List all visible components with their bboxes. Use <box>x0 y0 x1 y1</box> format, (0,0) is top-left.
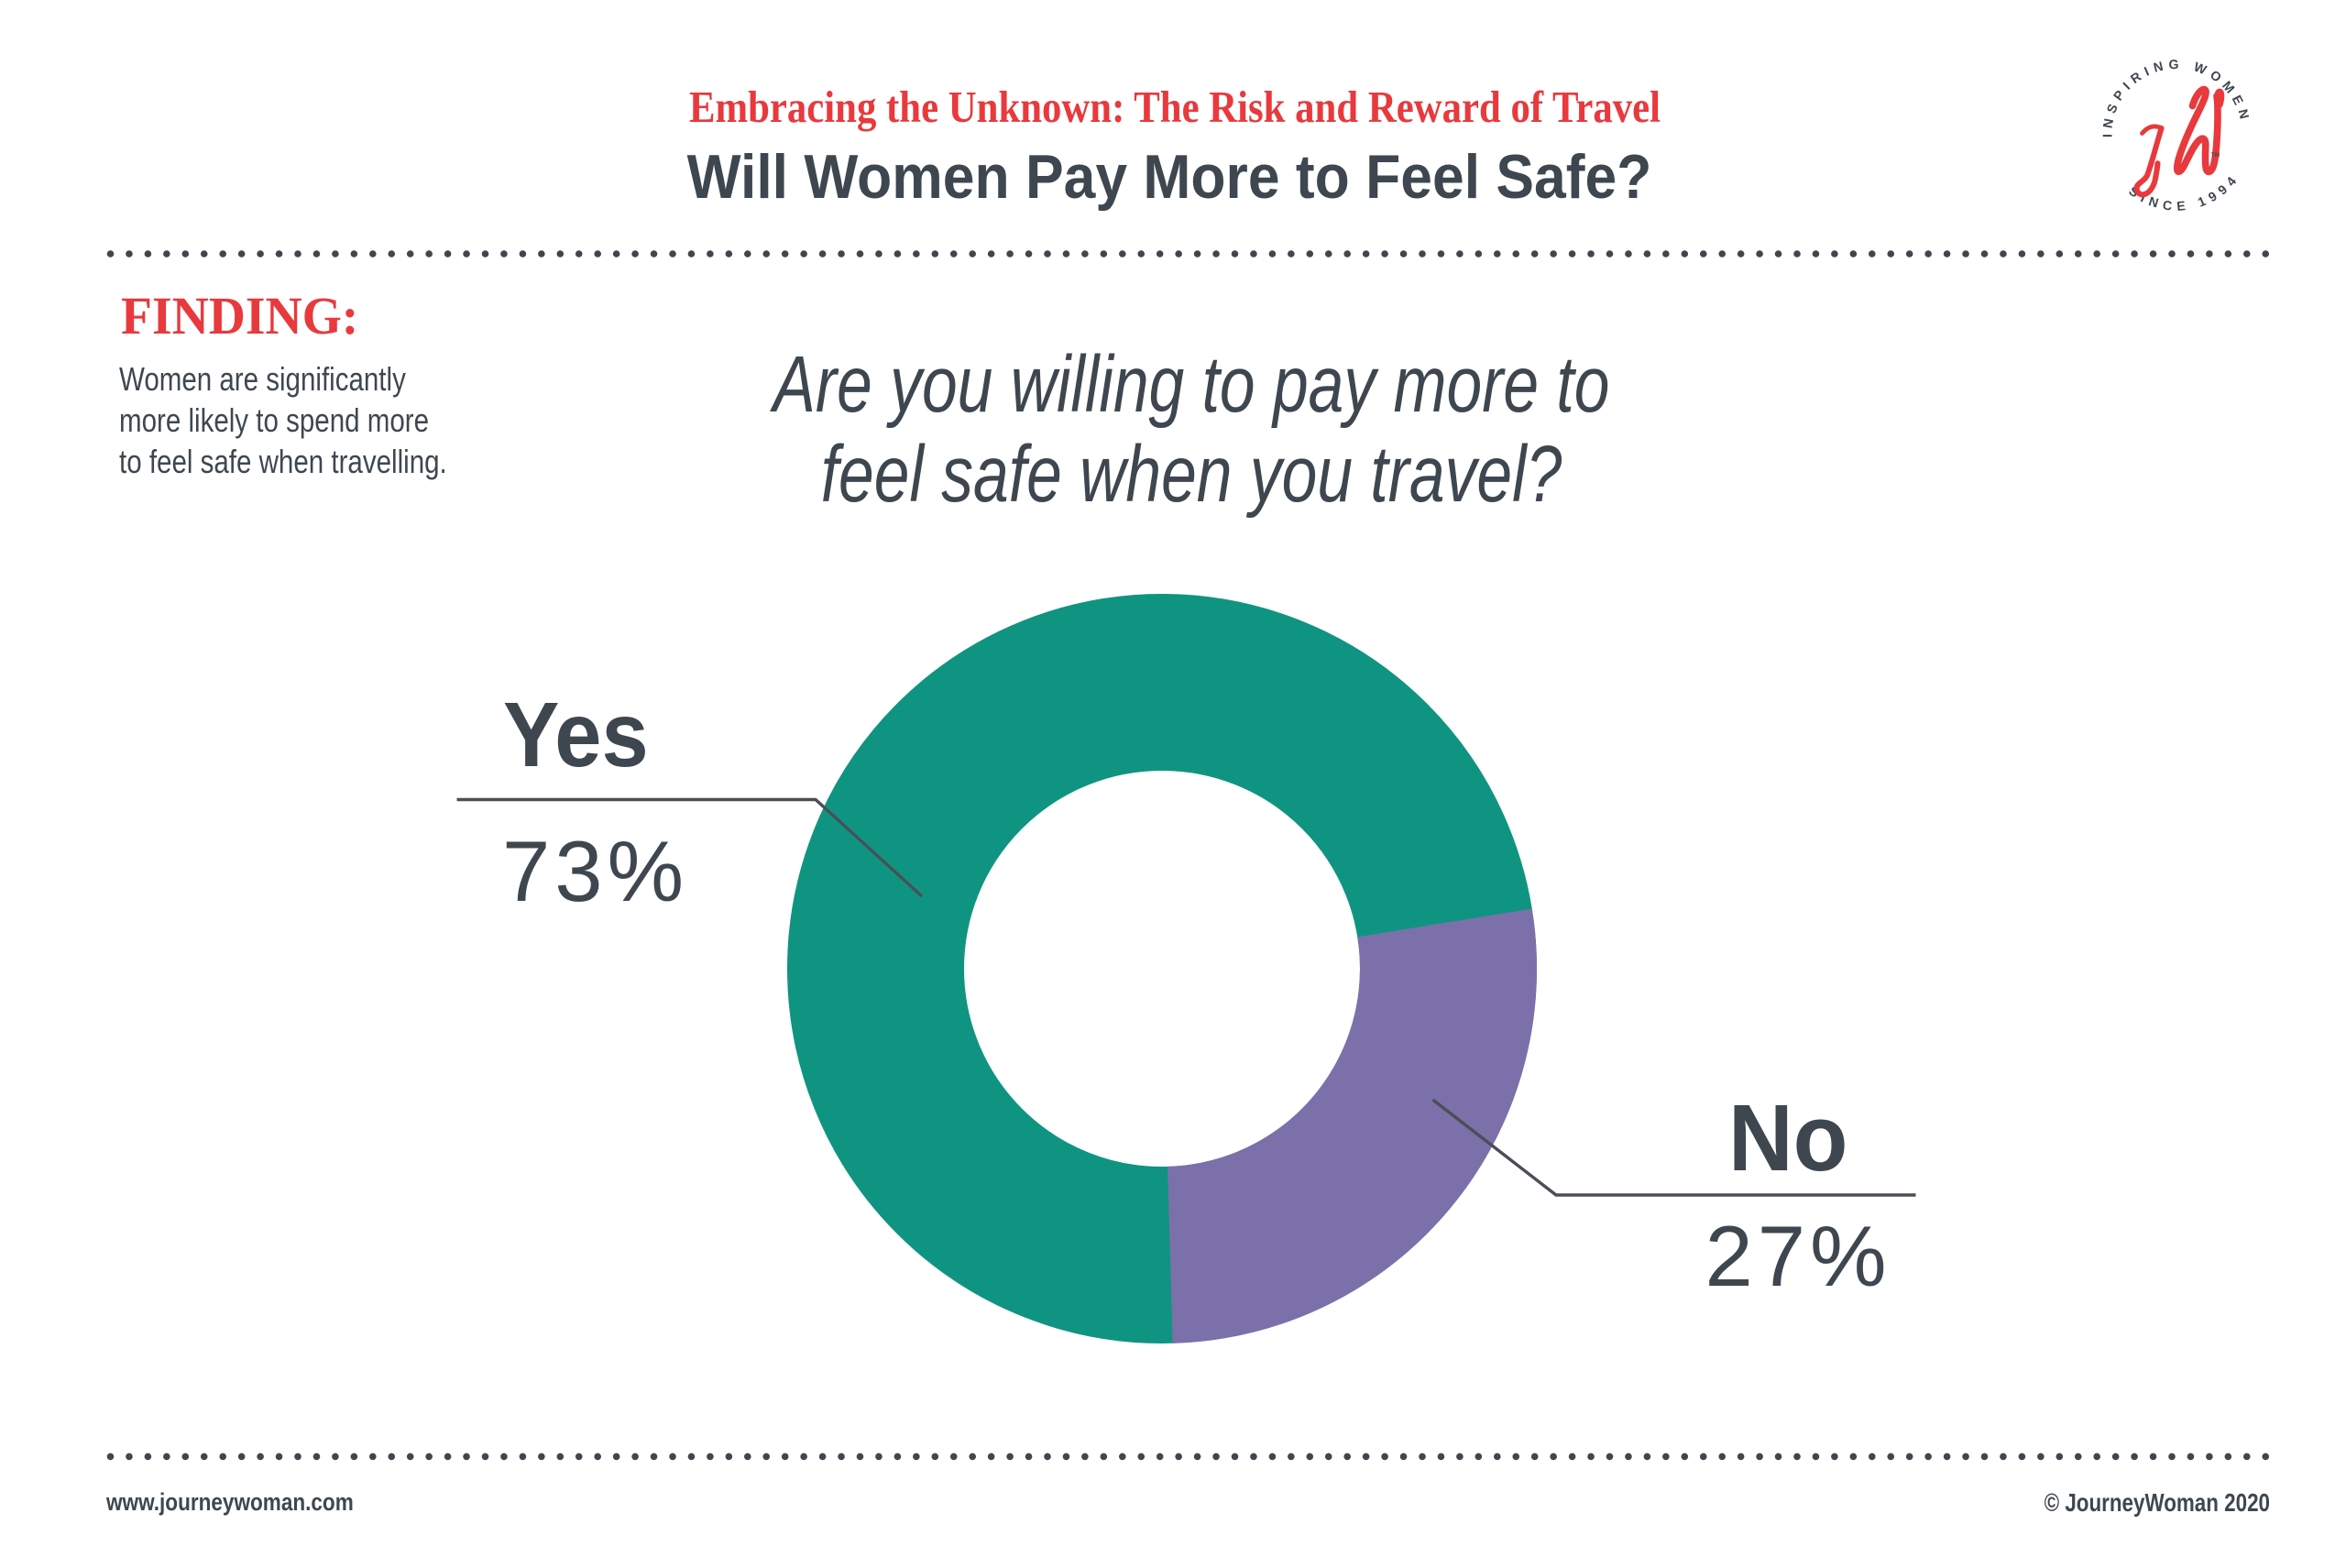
svg-text:TM: TM <box>2211 152 2220 159</box>
svg-text:INSPIRING WOMEN: INSPIRING WOMEN <box>2100 58 2252 137</box>
